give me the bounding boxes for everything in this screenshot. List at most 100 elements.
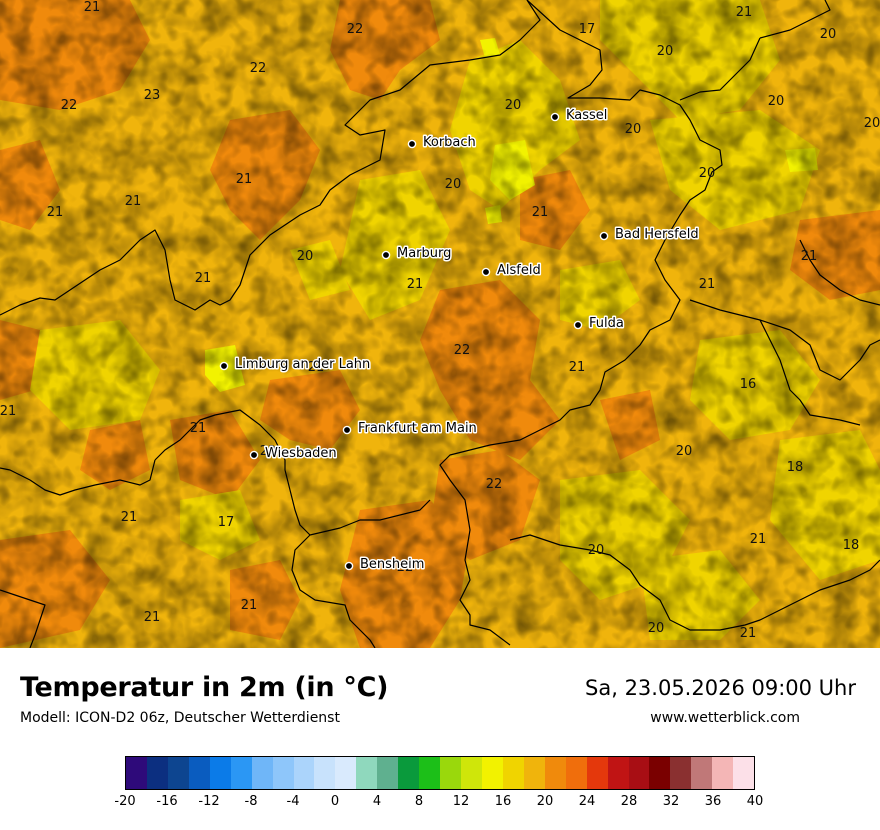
legend-swatch — [188, 757, 210, 789]
temperature-value: 18 — [843, 538, 860, 553]
temperature-value: 20 — [297, 249, 314, 264]
legend-tick: 12 — [452, 794, 470, 809]
temperature-value: 22 — [61, 98, 78, 113]
temperature-value: 21 — [195, 271, 212, 286]
temperature-value: 20 — [820, 27, 837, 42]
legend-tick: 24 — [578, 794, 596, 809]
temperature-value: 21 — [801, 249, 818, 264]
temperature-value: 20 — [648, 621, 665, 636]
city-marker: Frankfurt am Main — [342, 420, 478, 438]
city-marker: Kassel — [550, 107, 609, 125]
color-legend — [125, 756, 755, 790]
city-dot — [342, 425, 352, 435]
temperature-map: 21 22 17 20 21 20 22 23 22 20 20 20 20 21 20 20 21 21 21 20… — [0, 0, 880, 648]
legend-swatch — [440, 757, 461, 789]
legend-swatch — [670, 757, 692, 789]
city-name: Wiesbaden — [265, 446, 337, 461]
state-borders — [0, 0, 880, 648]
city-dot — [573, 320, 583, 330]
temperature-value: 21 — [699, 277, 716, 292]
temperature-value: 22 — [347, 22, 364, 37]
city-marker: Korbach — [407, 134, 477, 152]
legend-swatch — [230, 757, 252, 789]
temperature-value: 23 — [144, 88, 161, 103]
city-dot — [550, 112, 560, 122]
temperature-value: 22 — [250, 61, 267, 76]
legend-tick: 28 — [620, 794, 638, 809]
temperature-value: 21 — [121, 510, 138, 525]
website-link[interactable]: www.wetterblick.com — [650, 710, 800, 726]
legend-tick: -20 — [114, 794, 136, 809]
city-name: Kassel — [566, 108, 607, 123]
legend-swatch — [209, 757, 231, 789]
legend-swatch — [398, 757, 420, 789]
temperature-value: 20 — [657, 44, 674, 59]
legend-tick: -4 — [286, 794, 300, 809]
temperature-field — [0, 0, 880, 648]
city-name: Marburg — [397, 246, 451, 261]
legend-swatch — [146, 757, 168, 789]
temperature-labels: 21 22 17 20 21 20 22 23 22 20 20 20 20 21 20 20 21 21 21 20… — [0, 0, 880, 641]
legend-tick: 20 — [536, 794, 554, 809]
temperature-value: 18 — [787, 460, 804, 475]
temperature-value: 16 — [740, 377, 757, 392]
temperature-value: 21 — [0, 404, 16, 419]
legend-swatch — [523, 757, 545, 789]
legend-swatch — [607, 757, 629, 789]
temperature-value: 21 — [190, 421, 207, 436]
legend-swatch — [733, 757, 755, 789]
city-name: Korbach — [423, 135, 476, 150]
temperature-value: 20 — [445, 177, 462, 192]
city-marker: Limburg an der Lahn — [219, 356, 372, 374]
forecast-datetime: Sa, 23.05.2026 09:00 Uhr — [585, 676, 856, 700]
temperature-value: 21 — [532, 205, 549, 220]
legend-tick: 32 — [662, 794, 680, 809]
temperature-value: 21 — [569, 360, 586, 375]
city-marker: Marburg — [381, 245, 453, 263]
city-dot — [344, 561, 354, 571]
map-canvas: 21 22 17 20 21 20 22 23 22 20 20 20 20 21 20 20 21 21 21 20… — [0, 0, 880, 648]
map-title: Temperatur in 2m (in °C) — [20, 672, 389, 703]
legend-swatch — [335, 757, 357, 789]
legend-swatch — [314, 757, 336, 789]
legend-tick: 0 — [330, 794, 340, 809]
city-name: Limburg an der Lahn — [235, 357, 370, 372]
legend-swatch — [461, 757, 482, 789]
city-name: Alsfeld — [497, 263, 541, 278]
temperature-value: 22 — [397, 560, 414, 575]
city-name: Bensheim — [360, 557, 424, 572]
temperature-value: 20 — [505, 98, 522, 113]
temperature-value: 22 — [486, 477, 503, 492]
temperature-value: 21 — [47, 205, 64, 220]
temperature-value: 22 — [454, 343, 471, 358]
legend-swatch — [251, 757, 273, 789]
temperature-value: 22 — [260, 444, 277, 459]
temperature-value: 17 — [579, 22, 596, 37]
legend-swatch — [126, 757, 147, 789]
temperature-value: 17 — [218, 515, 235, 530]
city-dot — [481, 267, 491, 277]
city-dot — [219, 361, 229, 371]
city-marker: Wiesbaden — [249, 445, 338, 463]
legend-swatch — [565, 757, 587, 789]
temperature-value: 21 — [241, 598, 258, 613]
legend-tick: 8 — [414, 794, 424, 809]
legend-tick: 4 — [372, 794, 382, 809]
temperature-value: 21 — [740, 626, 757, 641]
legend-swatch — [419, 757, 441, 789]
temperature-value: 20 — [768, 94, 785, 109]
legend-swatch — [586, 757, 608, 789]
city-marker: Bensheim — [344, 556, 426, 574]
legend-tick: -8 — [244, 794, 258, 809]
legend-swatch — [628, 757, 650, 789]
temperature-value: 20 — [864, 116, 880, 131]
temperature-value: 21 — [125, 194, 142, 209]
legend-tick: -12 — [198, 794, 220, 809]
temperature-value: 21 — [736, 5, 753, 20]
temperature-value: 21 — [236, 172, 253, 187]
temperature-value: 20 — [625, 122, 642, 137]
legend-tick: 36 — [704, 794, 722, 809]
legend-swatch — [691, 757, 713, 789]
legend-tick-labels: -20 -16 -12 -8 -4 0 4 8 12 16 20 24 28 32 36 40 — [114, 794, 763, 814]
city-dot — [381, 250, 391, 260]
